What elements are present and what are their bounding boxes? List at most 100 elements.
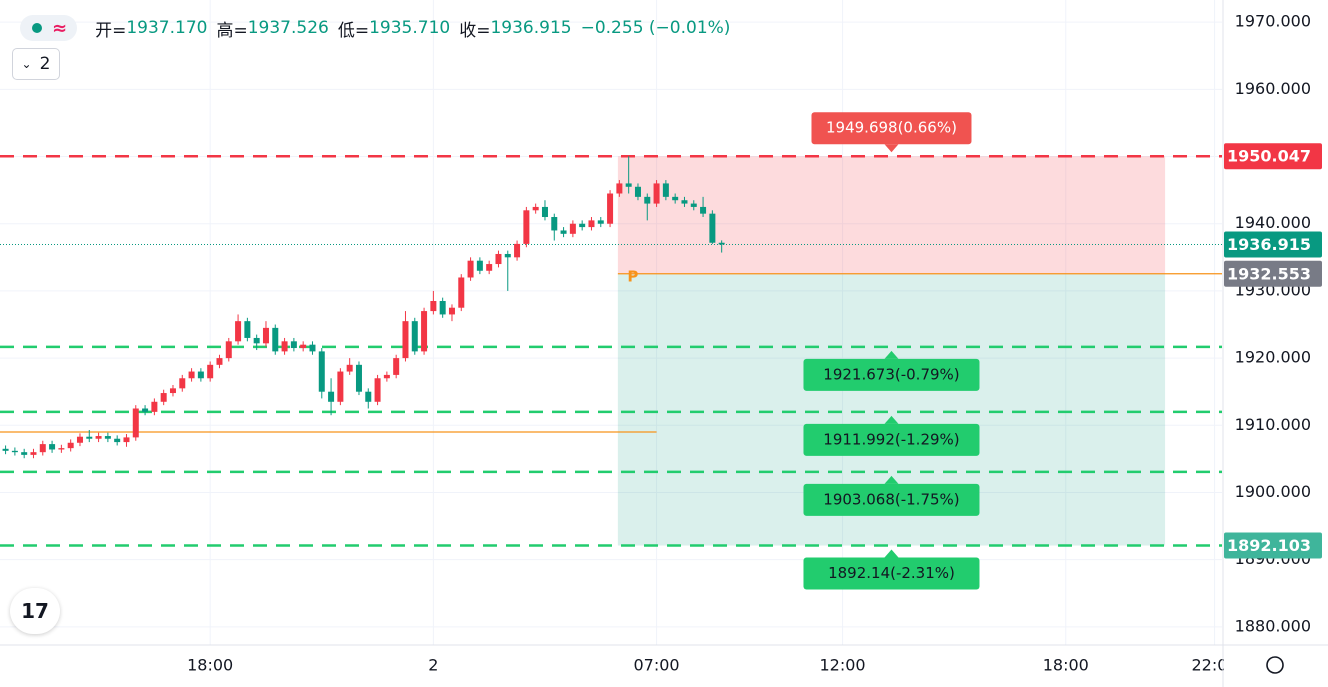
candle-body xyxy=(21,452,28,455)
x-tick-label: 12:00 xyxy=(820,656,866,675)
candle-body xyxy=(123,437,130,443)
candle-body xyxy=(30,452,37,455)
change-value: −0.255 (−0.01%) xyxy=(580,18,731,38)
candle-body xyxy=(672,196,679,201)
candle-body xyxy=(207,364,214,379)
close-label: 收= xyxy=(459,20,491,41)
candle-body xyxy=(235,321,242,342)
candle-body xyxy=(681,200,688,204)
candle-body xyxy=(393,358,400,375)
candle-body xyxy=(281,341,288,352)
candle-body xyxy=(86,436,93,439)
candle-body xyxy=(709,213,716,243)
target-label-box xyxy=(803,483,980,516)
candle-body xyxy=(160,393,167,402)
candle-body xyxy=(458,277,465,308)
candle-body xyxy=(272,327,279,352)
indicator-count: 2 xyxy=(39,54,51,74)
y-tick-label: 1900.000 xyxy=(1235,482,1311,501)
price-tag xyxy=(1224,532,1322,559)
candle-body xyxy=(104,436,111,439)
price-tag-text: 1892.103 xyxy=(1227,536,1311,555)
candle-body xyxy=(467,260,474,278)
status-wave: ≈ xyxy=(52,17,68,39)
open-label: 开= xyxy=(95,20,127,41)
candle-body xyxy=(607,193,614,224)
candle-body xyxy=(634,186,641,197)
candle-body xyxy=(700,206,707,214)
target-label-arrow xyxy=(884,549,899,558)
chevron: ⌄ xyxy=(21,57,32,71)
target-label: 1892.14(-2.31%) xyxy=(803,549,980,590)
candle-body xyxy=(662,183,669,197)
candle-body xyxy=(262,327,269,344)
candle-body xyxy=(300,344,307,349)
candle-body xyxy=(560,230,567,234)
candle-body xyxy=(169,388,176,394)
y-tick-label: 1960.000 xyxy=(1235,79,1311,98)
stop-label-arrow xyxy=(884,144,899,153)
candle-body xyxy=(718,242,725,245)
candle-body xyxy=(690,203,697,207)
stop-label-text: 1949.698(0.66%) xyxy=(826,119,957,137)
target-label-box xyxy=(803,358,980,391)
candle-body xyxy=(2,448,9,451)
candle-body xyxy=(39,444,46,453)
candle-body xyxy=(383,374,390,379)
candle-body xyxy=(541,206,548,218)
stop-label-box xyxy=(811,112,972,145)
candle-body xyxy=(569,223,576,234)
x-tick-label: 18:00 xyxy=(187,656,233,675)
target-label-arrow xyxy=(884,350,899,359)
indicator-toggle[interactable]: ⌄ 2 xyxy=(12,48,60,80)
candle-body xyxy=(504,253,511,258)
candle-body xyxy=(374,378,381,402)
target-label-box xyxy=(803,557,980,590)
candle-body xyxy=(439,301,446,315)
candle-body xyxy=(151,401,158,412)
y-tick-label: 1940.000 xyxy=(1235,213,1311,232)
candle-body xyxy=(114,438,121,443)
candle-body xyxy=(188,371,195,379)
candle-body xyxy=(225,341,232,359)
target-label-text: 1892.14(-2.31%) xyxy=(828,564,955,582)
candle-body xyxy=(625,183,632,187)
high-value: 1937.526 xyxy=(247,18,329,38)
candle-body xyxy=(421,311,428,352)
target-label-box xyxy=(803,423,980,456)
logo[interactable]: 17 xyxy=(10,588,60,634)
candle-body xyxy=(49,444,56,450)
candle-body xyxy=(644,196,651,204)
candle-body xyxy=(476,260,483,271)
candle-body xyxy=(76,436,83,443)
y-tick-label: 1910.000 xyxy=(1235,415,1311,434)
open-value: 1937.170 xyxy=(126,18,208,38)
candle-body xyxy=(355,364,362,392)
candle-body xyxy=(532,206,539,211)
low-value: 1935.710 xyxy=(369,18,451,38)
x-tick-label: 2 xyxy=(428,656,438,675)
target-label-text: 1911.992(-1.29%) xyxy=(823,430,959,448)
candle-body xyxy=(95,436,102,439)
high-label: 高= xyxy=(216,20,248,41)
target-label: 1903.068(-1.75%) xyxy=(803,475,980,516)
candle-body xyxy=(328,391,335,402)
candle-body xyxy=(411,321,418,352)
candle-body xyxy=(179,378,186,389)
candle-body xyxy=(495,253,502,265)
candle-body xyxy=(216,358,223,365)
candle-body xyxy=(579,223,586,228)
candle-body xyxy=(67,442,74,449)
close-value: 1936.915 xyxy=(490,18,572,38)
target-label: 1911.992(-1.29%) xyxy=(803,415,980,456)
x-tick-label: 18:00 xyxy=(1043,656,1089,675)
price-tag-text: 1936.915 xyxy=(1227,235,1311,254)
status-icons[interactable]: ≈ xyxy=(20,15,78,41)
settings-icon[interactable] xyxy=(1266,656,1284,674)
candle-body xyxy=(430,301,437,312)
candle-body xyxy=(290,341,297,349)
candle-body xyxy=(318,351,325,392)
price-tag xyxy=(1224,231,1322,258)
